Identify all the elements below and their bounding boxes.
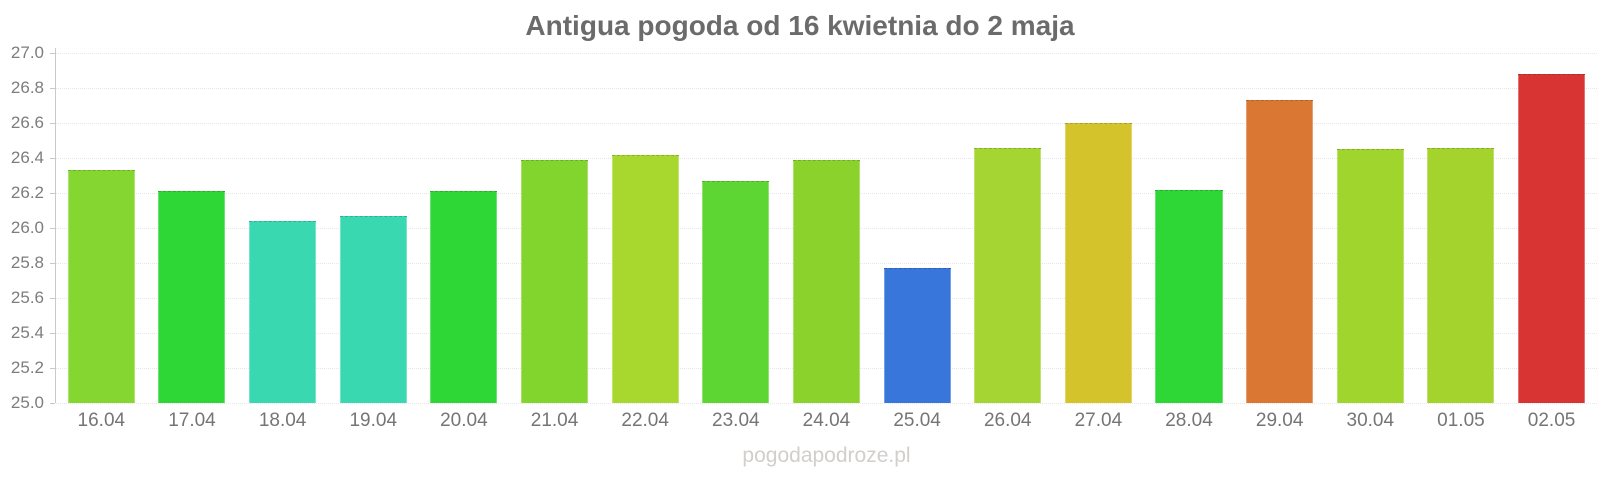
y-axis-tick-mark xyxy=(50,228,55,229)
bar-18.04[interactable] xyxy=(249,221,317,403)
y-axis-tick-label: 26.0 xyxy=(10,218,44,237)
bar-slot xyxy=(419,53,510,403)
x-axis-tick-label: 25.04 xyxy=(893,410,941,431)
bar-29.04[interactable] xyxy=(1246,100,1314,403)
x-axis-tick-label: 27.04 xyxy=(1074,410,1123,431)
x-axis-labels: 16.04 17.04 18.04 19.04 20.04 21.04 22.04 23.04… xyxy=(56,407,1597,435)
bar-28.04[interactable] xyxy=(1155,189,1223,403)
bar-slot xyxy=(147,53,238,403)
x-axis-tick-label: 16.04 xyxy=(77,410,126,431)
y-axis-tick-mark xyxy=(50,158,55,159)
x-axis-tick-label: 30.04 xyxy=(1346,410,1395,431)
bar-slot xyxy=(1506,53,1597,403)
bar-23.04[interactable] xyxy=(702,180,770,403)
bar-slot xyxy=(237,53,328,403)
bar-21.04[interactable] xyxy=(520,159,589,403)
bar-24.04[interactable] xyxy=(792,159,860,403)
y-axis-tick-label: 26.6 xyxy=(10,113,44,132)
bar-30.04[interactable] xyxy=(1336,149,1404,403)
y-axis-tick-label: 25.4 xyxy=(10,323,44,342)
bar-27.04[interactable] xyxy=(1064,123,1132,403)
y-axis-tick-label: 26.2 xyxy=(10,183,44,202)
bar-slot xyxy=(328,53,419,403)
bar-02.05[interactable] xyxy=(1518,74,1586,403)
x-axis-tick-label: 02.05 xyxy=(1527,410,1576,431)
bar-slot xyxy=(600,53,691,403)
y-axis-tick-label: 25.8 xyxy=(10,253,44,272)
y-axis-tick-mark xyxy=(50,53,55,54)
bar-slot xyxy=(690,53,781,403)
y-axis-tick-mark xyxy=(50,333,55,334)
y-axis-tick-mark xyxy=(50,88,55,89)
x-axis-tick-label: 26.04 xyxy=(983,410,1032,431)
watermark: pogodapodroze.pl xyxy=(742,444,911,467)
bar-slot xyxy=(872,53,963,403)
bar-25.04[interactable] xyxy=(883,268,951,403)
x-axis-tick-label: 23.04 xyxy=(712,410,760,431)
bar-slot xyxy=(1234,53,1325,403)
x-axis-tick-label: 17.04 xyxy=(168,410,216,431)
bar-slot xyxy=(962,53,1053,403)
gridline xyxy=(56,88,1597,89)
y-axis-line xyxy=(55,48,56,403)
x-axis-tick-label: 22.04 xyxy=(621,410,669,431)
y-axis-tick-label: 26.4 xyxy=(10,148,44,167)
x-axis-tick-label: 20.04 xyxy=(440,410,488,431)
x-axis-tick-label: 18.04 xyxy=(258,410,307,431)
x-axis-tick-label: 21.04 xyxy=(530,410,579,431)
y-axis-tick-label: 25.6 xyxy=(10,288,44,307)
y-axis-tick-mark xyxy=(50,123,55,124)
bar-slot xyxy=(1144,53,1235,403)
y-axis-tick-label: 25.2 xyxy=(10,358,44,377)
bar-19.04[interactable] xyxy=(339,215,407,403)
bar-22.04[interactable] xyxy=(611,154,679,403)
x-axis-tick-label: 19.04 xyxy=(349,410,398,431)
x-axis-tick-label: 24.04 xyxy=(802,410,851,431)
x-axis-tick-label: 28.04 xyxy=(1165,410,1213,431)
y-axis-tick-mark xyxy=(50,368,55,369)
gridline xyxy=(56,158,1597,159)
bar-16.04[interactable] xyxy=(67,170,135,403)
y-axis-tick-label: 26.8 xyxy=(10,78,44,97)
bar-slot xyxy=(1053,53,1144,403)
y-axis-tick-mark xyxy=(50,263,55,264)
y-axis-tick-mark xyxy=(50,193,55,194)
bar-slot xyxy=(1416,53,1507,403)
gridline xyxy=(56,123,1597,124)
chart-title: Antigua pogoda od 16 kwietnia do 2 maja xyxy=(525,10,1075,41)
bar-slot xyxy=(56,53,147,403)
plot-area xyxy=(56,53,1597,404)
y-axis-tick-label: 25.0 xyxy=(10,393,44,412)
bar-20.04[interactable] xyxy=(430,191,498,403)
y-axis-tick-mark xyxy=(50,298,55,299)
bar-slot xyxy=(781,53,872,403)
bar-26.04[interactable] xyxy=(974,147,1042,403)
bars-row xyxy=(56,53,1597,403)
bar-01.05[interactable] xyxy=(1427,147,1495,403)
bar-slot xyxy=(1325,53,1416,403)
gridline xyxy=(56,53,1597,54)
x-axis-tick-label: 01.05 xyxy=(1437,410,1485,431)
bar-17.04[interactable] xyxy=(158,191,226,403)
y-axis-tick-label: 27.0 xyxy=(10,43,44,62)
gridline xyxy=(56,403,1597,404)
bar-slot xyxy=(509,53,600,403)
y-axis-tick-mark xyxy=(50,403,55,404)
x-axis-tick-label: 29.04 xyxy=(1255,410,1304,431)
